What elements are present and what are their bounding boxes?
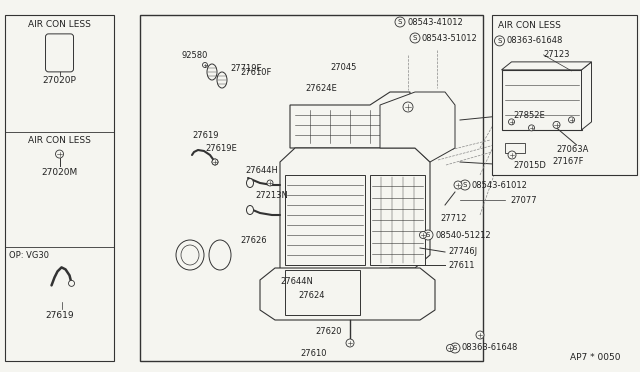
Text: 27644N: 27644N xyxy=(280,278,313,286)
Circle shape xyxy=(553,121,560,128)
Polygon shape xyxy=(585,58,595,148)
Text: S: S xyxy=(426,232,430,238)
Text: AIR CON LESS: AIR CON LESS xyxy=(497,21,561,31)
Text: 08540-51212: 08540-51212 xyxy=(435,231,491,240)
Ellipse shape xyxy=(246,205,253,215)
Bar xyxy=(510,68,585,148)
Text: 27644H: 27644H xyxy=(245,166,278,174)
Polygon shape xyxy=(582,62,591,130)
Circle shape xyxy=(212,159,218,165)
Text: 27611: 27611 xyxy=(448,260,474,269)
Polygon shape xyxy=(168,222,246,230)
Text: 27626: 27626 xyxy=(240,235,267,244)
Circle shape xyxy=(395,17,405,27)
Text: 27020M: 27020M xyxy=(42,167,77,177)
Text: 27712: 27712 xyxy=(440,214,467,222)
Circle shape xyxy=(460,180,470,190)
Circle shape xyxy=(508,151,516,159)
Text: 27619: 27619 xyxy=(192,131,218,140)
Text: 08363-61648: 08363-61648 xyxy=(462,343,518,353)
Polygon shape xyxy=(510,58,595,68)
Circle shape xyxy=(495,36,504,46)
Ellipse shape xyxy=(181,245,199,265)
Text: 27624: 27624 xyxy=(298,292,324,301)
Text: 27045: 27045 xyxy=(330,62,356,71)
Circle shape xyxy=(529,125,534,131)
Text: 08363-61648: 08363-61648 xyxy=(506,36,563,45)
Text: AIR CON LESS: AIR CON LESS xyxy=(28,20,91,29)
Circle shape xyxy=(403,102,413,112)
Text: 27610: 27610 xyxy=(300,349,326,357)
Text: 27619E: 27619E xyxy=(205,144,237,153)
Circle shape xyxy=(68,280,74,286)
Bar xyxy=(492,15,637,175)
Text: 08543-61012: 08543-61012 xyxy=(472,180,528,189)
Bar xyxy=(285,175,365,265)
Circle shape xyxy=(454,181,462,189)
Text: S: S xyxy=(413,35,417,41)
Bar xyxy=(140,15,483,361)
Polygon shape xyxy=(260,268,435,320)
FancyBboxPatch shape xyxy=(45,34,74,72)
Polygon shape xyxy=(380,92,455,162)
Bar xyxy=(5,15,114,361)
Ellipse shape xyxy=(176,240,204,270)
Text: 08543-41012: 08543-41012 xyxy=(407,17,463,26)
Text: OP: VG30: OP: VG30 xyxy=(9,251,49,260)
Bar xyxy=(285,270,360,315)
Polygon shape xyxy=(502,62,591,70)
Text: 92580: 92580 xyxy=(182,51,209,60)
Polygon shape xyxy=(236,222,246,280)
Ellipse shape xyxy=(217,72,227,88)
Text: 27746J: 27746J xyxy=(448,247,477,257)
Text: 27077: 27077 xyxy=(510,196,536,205)
Polygon shape xyxy=(290,92,410,148)
Text: S: S xyxy=(453,345,457,351)
Text: 27213N: 27213N xyxy=(255,190,288,199)
Bar xyxy=(505,143,525,153)
Ellipse shape xyxy=(207,64,217,80)
Text: 27167F: 27167F xyxy=(552,157,584,166)
Text: 27610F: 27610F xyxy=(240,67,271,77)
Polygon shape xyxy=(280,148,430,280)
Text: AP7 * 0050: AP7 * 0050 xyxy=(570,353,620,362)
Circle shape xyxy=(447,344,454,352)
Text: S: S xyxy=(398,19,402,25)
Bar xyxy=(168,230,236,280)
Text: AIR CON LESS: AIR CON LESS xyxy=(28,135,91,145)
Ellipse shape xyxy=(209,240,231,270)
Text: 27020P: 27020P xyxy=(43,76,76,86)
Circle shape xyxy=(423,230,433,240)
Circle shape xyxy=(509,119,515,125)
Text: 27063A: 27063A xyxy=(557,145,589,154)
Circle shape xyxy=(267,180,273,186)
Text: S: S xyxy=(463,182,467,188)
Circle shape xyxy=(476,331,484,339)
Text: 27624E: 27624E xyxy=(305,83,337,93)
Text: 08543-51012: 08543-51012 xyxy=(422,33,477,42)
Text: 27123: 27123 xyxy=(543,50,570,60)
Text: 27719E: 27719E xyxy=(230,64,262,73)
Bar xyxy=(370,175,425,265)
Text: 27619: 27619 xyxy=(45,311,74,320)
Circle shape xyxy=(410,33,420,43)
Text: 27015D: 27015D xyxy=(513,160,546,170)
Circle shape xyxy=(202,62,207,67)
Circle shape xyxy=(56,150,63,158)
Ellipse shape xyxy=(246,179,253,187)
Circle shape xyxy=(568,117,575,123)
Text: 27620: 27620 xyxy=(315,327,342,337)
Text: S: S xyxy=(497,38,502,44)
Circle shape xyxy=(346,339,354,347)
Circle shape xyxy=(419,231,426,238)
Text: 27852E: 27852E xyxy=(513,110,545,119)
Bar xyxy=(502,70,582,130)
Circle shape xyxy=(212,159,218,165)
Circle shape xyxy=(450,343,460,353)
Text: +: + xyxy=(56,48,63,58)
